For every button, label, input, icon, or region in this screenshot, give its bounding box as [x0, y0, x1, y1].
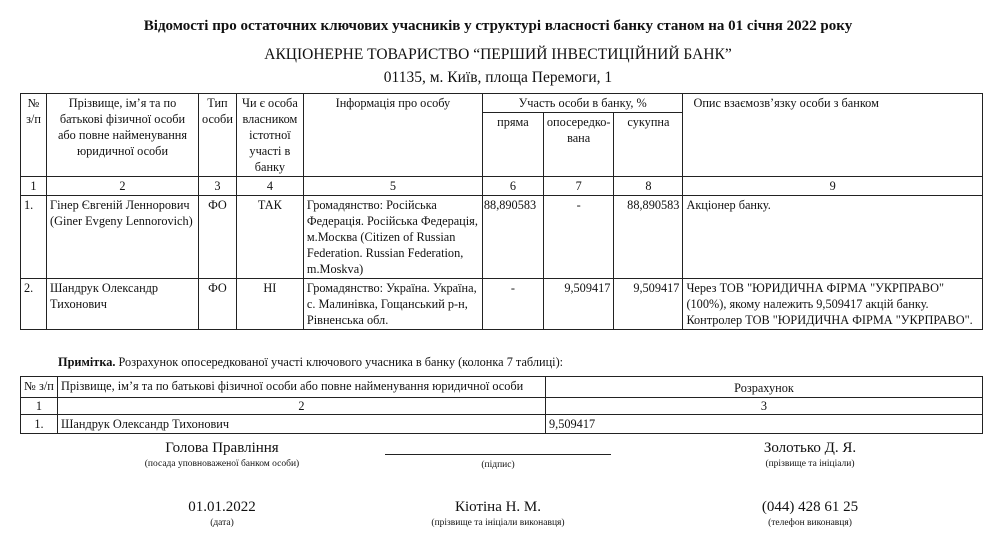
- col-number: 1: [20, 176, 47, 196]
- document-title: Відомості про остаточних ключових учасни…: [143, 18, 853, 34]
- phone-value: (044) 428 61 25: [761, 499, 859, 515]
- row-relation: Акціонер банку.: [682, 195, 983, 279]
- executor-value: Кіотіна Н. М.: [454, 499, 542, 515]
- col-number: 5: [302, 176, 483, 196]
- row-calc: 9,509417: [545, 414, 983, 434]
- row-total: 9,509417: [613, 278, 684, 330]
- col-number: 8: [613, 176, 684, 196]
- date-field: 01.01.2022 (дата): [122, 499, 322, 528]
- head-name-value: Золотько Д. Я.: [763, 440, 857, 456]
- col-number: 9: [682, 176, 983, 196]
- signatory-name: Золотько Д. Я. (прізвище та ініціали): [710, 440, 910, 469]
- row-type: ФО: [198, 278, 237, 330]
- row-total: 88,890583: [613, 195, 684, 279]
- note-header-calc: Розрахунок: [545, 376, 983, 398]
- col-number: 4: [235, 176, 304, 196]
- header-name: Прізвище, ім’я та по батькові фізичної о…: [46, 93, 199, 177]
- position-label: (посада уповноваженої банком особи): [144, 459, 300, 469]
- date-label: (дата): [210, 518, 234, 528]
- header-total: сукупна: [613, 112, 684, 177]
- note-header-name: Прізвище, ім’я та по батькові фізичної о…: [57, 376, 546, 398]
- executor-field: Кіотіна Н. М. (прізвище та ініціали викон…: [385, 499, 611, 528]
- header-type: Тип особи: [198, 93, 237, 177]
- date-value: 01.01.2022: [188, 499, 256, 515]
- table-row: 1. Гінер Євгеній Леннорович (Giner Evgen…: [20, 195, 983, 279]
- row-direct: -: [481, 278, 544, 330]
- row-owner: НІ: [235, 278, 304, 330]
- table-row: 1. Шандрук Олександр Тихонович 9,509417: [20, 414, 983, 434]
- col-number: 7: [542, 176, 615, 196]
- position-value: Голова Правління: [165, 440, 279, 456]
- signatory-position: Голова Правління (посада уповноваженої ба…: [122, 440, 322, 469]
- note-table: № з/п Прізвище, ім’я та по батькові фізи…: [20, 376, 983, 434]
- row-name: Шандрук Олександр Тихонович: [46, 278, 199, 330]
- row-info: Громадянство: Україна. Україна, с. Малин…: [302, 278, 483, 330]
- header-owner: Чи є особа власником істотної участі в б…: [235, 93, 304, 177]
- header-indirect: опосередко-вана: [542, 112, 615, 177]
- column-numbers-row: 1 2 3 4 5 6 7 8 9: [20, 176, 983, 196]
- col-number: 2: [46, 176, 199, 196]
- col-number: 3: [545, 397, 983, 415]
- row-num: 2.: [20, 278, 47, 330]
- row-name: Шандрук Олександр Тихонович: [57, 414, 546, 434]
- bank-name: АКЦІОНЕРНЕ ТОВАРИСТВО “ПЕРШИЙ ІНВЕСТИЦІЙ…: [264, 46, 732, 63]
- row-relation: Через ТОВ "ЮРИДИЧНА ФІРМА "УКРПРАВО" (10…: [682, 278, 983, 330]
- row-type: ФО: [198, 195, 237, 279]
- row-num: 1.: [20, 414, 58, 434]
- col-number: 1: [20, 397, 58, 415]
- phone-label: (телефон виконавця): [768, 518, 852, 528]
- note-header-num: № з/п: [20, 376, 58, 398]
- header-direct: пряма: [481, 112, 544, 177]
- col-number: 3: [198, 176, 237, 196]
- bank-address: 01135, м. Київ, площа Перемоги, 1: [383, 69, 613, 86]
- header-num: № з/п: [20, 93, 47, 177]
- head-name-label: (прізвище та ініціали): [765, 459, 855, 469]
- col-number: 2: [57, 397, 546, 415]
- header-relation: Опис взаємозв’язку особи з банком: [682, 93, 983, 177]
- row-indirect: 9,509417: [542, 278, 615, 330]
- col-number: 6: [481, 176, 544, 196]
- row-direct: 88,890583: [481, 195, 544, 279]
- row-num: 1.: [20, 195, 47, 279]
- header-share: Участь особи в банку, %: [481, 92, 684, 114]
- header-info: Інформація про особу: [302, 93, 483, 177]
- row-info: Громадянство: Російська Федерація. Росій…: [302, 195, 483, 279]
- owners-table: № з/п Прізвище, ім’я та по батькові фізи…: [20, 92, 983, 330]
- row-owner: ТАК: [235, 195, 304, 279]
- note-label: Примітка.: [58, 355, 116, 369]
- signature-label: (підпис): [481, 460, 515, 470]
- executor-label: (прізвище та ініціали виконавця): [431, 518, 565, 528]
- note-text: Розрахунок опосередкованої участі ключов…: [115, 355, 564, 369]
- row-name: Гінер Євгеній Леннорович (Giner Evgeny L…: [46, 195, 199, 279]
- phone-field: (044) 428 61 25 (телефон виконавця): [710, 499, 910, 528]
- signature-field: (підпис): [385, 440, 611, 470]
- table-row: 2. Шандрук Олександр Тихонович ФО НІ Гро…: [20, 278, 983, 330]
- row-indirect: -: [542, 195, 615, 279]
- note: Примітка. Розрахунок опосередкованої уча…: [58, 355, 563, 370]
